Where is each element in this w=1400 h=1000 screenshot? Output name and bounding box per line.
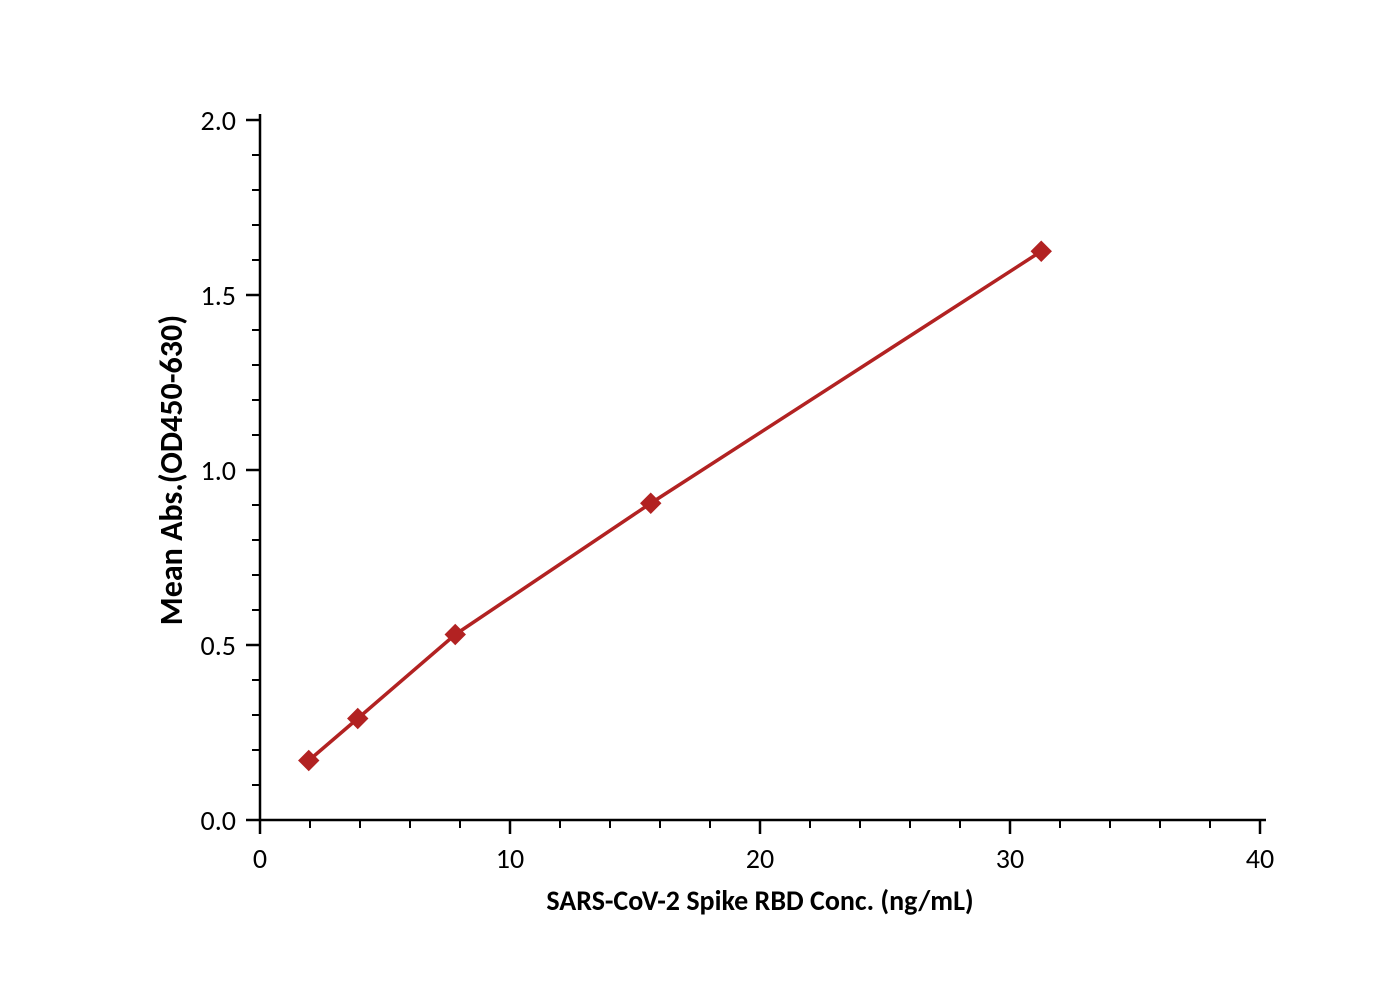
x-tick-label: 40 xyxy=(1246,841,1274,876)
y-axis-label: Mean Abs.(OD450-630) xyxy=(152,315,191,625)
y-tick-label: 0.5 xyxy=(201,628,236,663)
chart-container: 0 10 20 30 40 0.0 0.5 1.0 1.5 2.0 SARS-CoV-2 Spike… xyxy=(0,0,1400,1000)
x-axis-label: SARS-CoV-2 Spike RBD Conc. (ng/mL) xyxy=(546,883,973,918)
x-tick-label: 0 xyxy=(253,841,267,876)
y-tick-label: 0.0 xyxy=(201,803,236,838)
y-tick-label: 1.0 xyxy=(201,453,236,488)
y-tick-label: 2.0 xyxy=(201,103,236,138)
line-chart: 0 10 20 30 40 0.0 0.5 1.0 1.5 2.0 SARS-CoV-2 Spike… xyxy=(0,0,1400,1000)
x-tick-label: 10 xyxy=(496,841,524,876)
chart-background xyxy=(0,0,1400,1000)
y-tick-label: 1.5 xyxy=(201,278,236,313)
x-tick-label: 30 xyxy=(996,841,1024,876)
x-tick-label: 20 xyxy=(746,841,774,876)
